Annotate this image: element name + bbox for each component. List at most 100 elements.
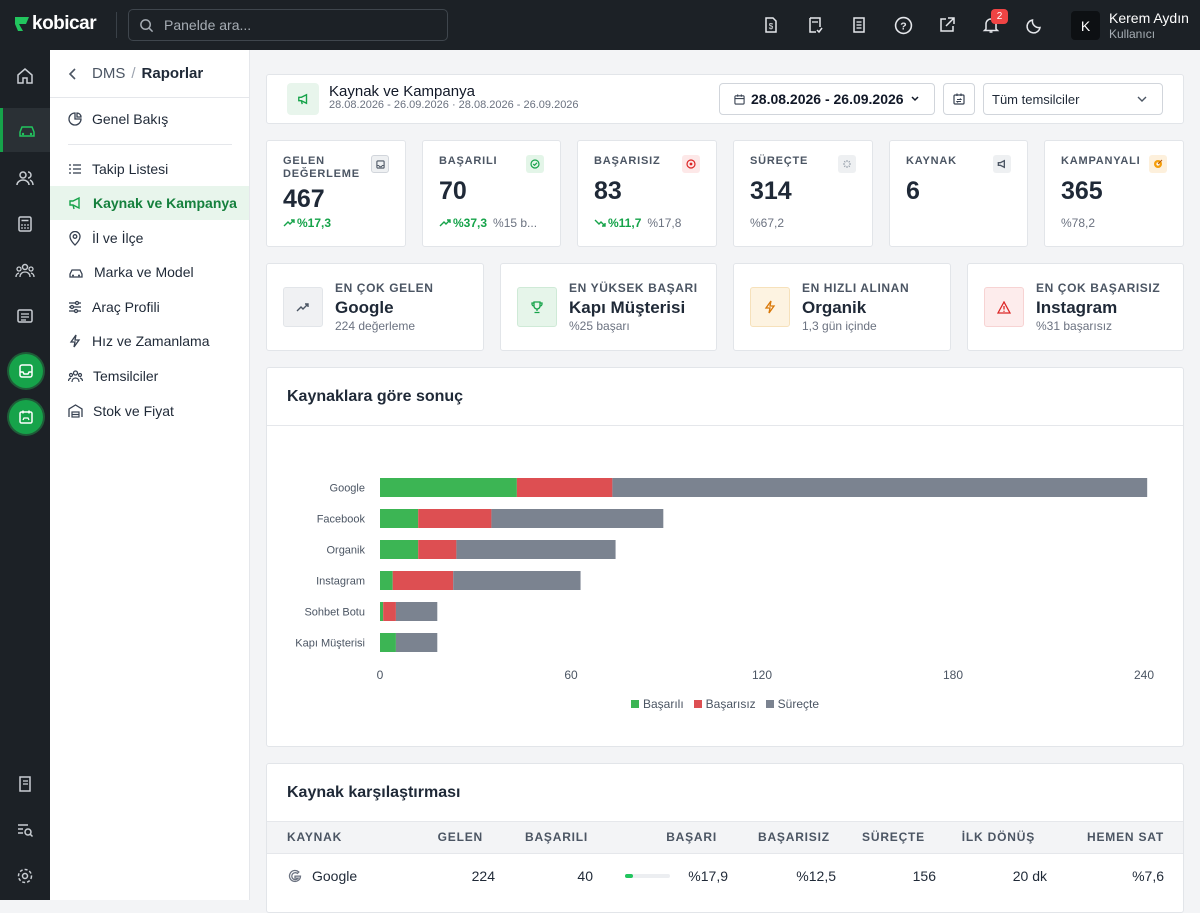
bar-segment[interactable]	[392, 571, 454, 590]
bar-segment[interactable]	[380, 633, 396, 652]
column-header[interactable]: KAYNAK	[287, 830, 343, 844]
legend-item[interactable]: Süreçte	[765, 697, 819, 711]
bar-segment[interactable]	[383, 602, 396, 621]
column-header[interactable]: SÜREÇTE	[862, 830, 925, 844]
nav-item-marka-model[interactable]: Marka ve Model	[50, 255, 249, 289]
legend-swatch	[630, 700, 639, 708]
bar-segment[interactable]	[516, 478, 613, 497]
column-header[interactable]: İLK DÖNÜŞ	[961, 830, 1035, 844]
chevron-down-icon	[911, 96, 919, 102]
breadcrumb-separator: /	[131, 65, 136, 82]
column-header[interactable]: HEMEN SAT	[1087, 830, 1164, 844]
nav-item-label: Araç Profili	[92, 299, 160, 315]
page-header: Kaynak ve Kampanya 28.08.2026 - 26.09.20…	[266, 74, 1184, 124]
stat-label: GELEN DEĞERLEME	[283, 155, 360, 180]
representative-select-value: Tüm temsilciler	[992, 91, 1080, 107]
highlight-value: Kapı Müşterisi	[569, 298, 686, 317]
date-range-value: 28.08.2026 - 26.09.2026	[751, 91, 904, 107]
category-label: Instagram	[316, 576, 365, 588]
column-header[interactable]: GELEN	[437, 830, 483, 844]
document-dollar-icon[interactable]: $	[760, 14, 782, 36]
date-range-picker[interactable]: 28.08.2026 - 26.09.2026	[719, 83, 935, 115]
nav-item-arac-profili[interactable]: Araç Profili	[50, 290, 249, 324]
bar-segment[interactable]	[418, 509, 492, 528]
highlight-card-most-incoming: EN ÇOK GELEN Google 224 değerleme	[266, 263, 484, 351]
notebook-icon	[19, 776, 31, 792]
stat-label: SÜREÇTE	[750, 155, 809, 167]
user-name[interactable]: Kerem Aydın	[1109, 10, 1189, 26]
highlight-card-highest-success: EN YÜKSEK BAŞARI Kapı Müşterisi %25 başa…	[500, 263, 717, 351]
brand-name: kobicar	[32, 13, 97, 34]
calendar-compare-button[interactable]	[943, 83, 975, 115]
nav-item-il-ilce[interactable]: İl ve İlçe	[50, 221, 249, 255]
category-label: Google	[330, 483, 365, 495]
bar-segment[interactable]	[380, 478, 517, 497]
search-box[interactable]	[128, 9, 448, 41]
highlight-value: Instagram	[1036, 298, 1118, 317]
nav-item-label: Marka ve Model	[94, 264, 194, 280]
avatar[interactable]: K	[1071, 11, 1100, 40]
column-header[interactable]: BAŞARILI	[525, 830, 589, 844]
chart-title: Kaynaklara göre sonuç	[287, 388, 464, 405]
column-header[interactable]: BAŞARI	[666, 830, 717, 844]
rail-home[interactable]	[0, 54, 50, 98]
nav-item-takip-listesi[interactable]: Takip Listesi	[50, 152, 249, 186]
target-icon	[682, 155, 700, 173]
legend-swatch	[693, 700, 702, 708]
chart-divider	[267, 425, 1183, 426]
column-header[interactable]: BAŞARISIZ	[758, 830, 830, 844]
bar-segment[interactable]	[612, 478, 1148, 497]
document-check-icon[interactable]	[804, 14, 826, 36]
help-icon[interactable]: ?	[892, 14, 914, 36]
nav-item-stok-fiyat[interactable]: Stok ve Fiyat	[50, 394, 249, 428]
rail-team[interactable]	[0, 248, 50, 292]
bar-segment[interactable]	[395, 633, 438, 652]
external-link-icon[interactable]	[936, 14, 958, 36]
rail-settings[interactable]	[0, 854, 50, 898]
legend-item[interactable]: Başarılı	[630, 697, 684, 711]
rail-search-list[interactable]	[0, 808, 50, 852]
team-icon	[15, 263, 35, 278]
bar-segment[interactable]	[380, 571, 393, 590]
nav-item-genel-bakis[interactable]: Genel Bakış	[50, 102, 249, 136]
nav-item-kaynak-kampanya[interactable]: Kaynak ve Kampanya	[50, 186, 249, 220]
bar-segment[interactable]	[395, 602, 438, 621]
legend-swatch	[765, 700, 774, 708]
bar-segment[interactable]	[491, 509, 664, 528]
rail-calendar-button[interactable]	[9, 400, 43, 434]
users-icon	[16, 171, 34, 186]
rail-inbox-button[interactable]	[9, 354, 43, 388]
rail-calculator[interactable]	[0, 202, 50, 246]
bar-segment[interactable]	[418, 540, 457, 559]
calendar-icon	[734, 93, 745, 105]
bar-segment[interactable]	[380, 509, 419, 528]
bar-segment[interactable]	[453, 571, 581, 590]
rail-customers[interactable]	[0, 156, 50, 200]
stat-value: 6	[906, 177, 920, 205]
stat-footer: %11,7 %17,8	[594, 216, 681, 230]
search-input[interactable]	[164, 17, 424, 33]
bar-segment[interactable]	[380, 602, 384, 621]
brand-logo[interactable]: kobicar	[14, 13, 97, 35]
rail-vehicles[interactable]	[0, 108, 50, 152]
document-list-icon[interactable]	[848, 14, 870, 36]
stat-label: KAYNAK	[906, 155, 957, 167]
breadcrumb-parent[interactable]: DMS	[92, 65, 126, 82]
breadcrumb-current: Raporlar	[141, 65, 204, 82]
moon-icon[interactable]	[1024, 14, 1046, 36]
table-row[interactable]: Google 224 40 %17,9 %12,5 156 20 dk %7,6	[267, 854, 1183, 898]
sliders-icon	[69, 300, 81, 314]
page-title: Kaynak ve Kampanya	[329, 83, 475, 100]
bar-segment[interactable]	[456, 540, 616, 559]
breadcrumb: DMS / Raporlar	[50, 50, 250, 98]
nav-item-temsilciler[interactable]: Temsilciler	[50, 359, 249, 393]
stat-card-basarisiz: BAŞARISIZ 83 %11,7 %17,8	[577, 140, 717, 247]
nav-item-hiz-zamanlama[interactable]: Hız ve Zamanlama	[50, 324, 249, 358]
representative-select[interactable]: Tüm temsilciler	[983, 83, 1163, 115]
rail-notes[interactable]	[0, 762, 50, 806]
legend-item[interactable]: Başarısız	[693, 697, 756, 711]
nav-item-label: Stok ve Fiyat	[93, 403, 174, 419]
rail-list[interactable]	[0, 294, 50, 338]
chevron-left-icon[interactable]	[68, 67, 78, 80]
bar-segment[interactable]	[380, 540, 419, 559]
